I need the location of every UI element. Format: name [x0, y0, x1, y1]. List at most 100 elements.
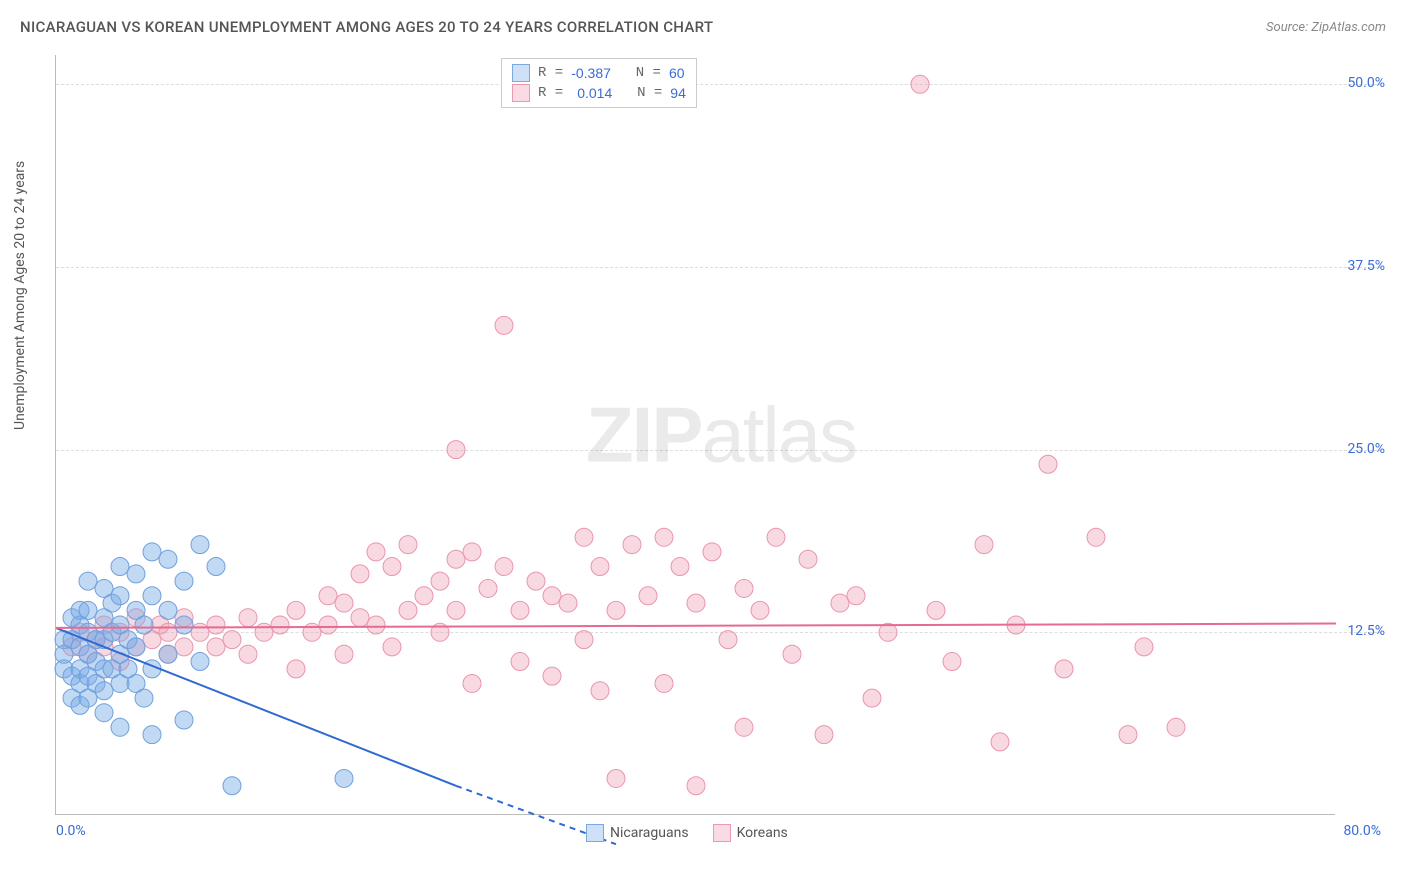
data-point	[431, 572, 449, 590]
data-point	[143, 543, 161, 561]
x-axis-tick-min: 0.0%	[56, 823, 86, 839]
data-point	[655, 528, 673, 546]
swatch-icon	[586, 824, 604, 842]
data-point	[447, 601, 465, 619]
data-point	[111, 558, 129, 576]
data-point	[511, 601, 529, 619]
data-point	[175, 711, 193, 729]
data-point	[127, 638, 145, 656]
data-point	[191, 653, 209, 671]
data-point	[543, 587, 561, 605]
data-point	[751, 601, 769, 619]
y-axis-label: Unemployment Among Ages 20 to 24 years	[12, 161, 28, 430]
data-point	[447, 441, 465, 459]
data-point	[799, 550, 817, 568]
data-point	[143, 726, 161, 744]
data-point	[303, 623, 321, 641]
correlation-legend: R = -0.387 N = 60 R = 0.014 N = 94	[501, 58, 697, 108]
data-point	[239, 609, 257, 627]
data-point	[79, 572, 97, 590]
data-point	[191, 536, 209, 554]
swatch-koreans	[512, 84, 530, 102]
data-point	[1167, 718, 1185, 736]
data-point	[991, 733, 1009, 751]
data-point	[783, 645, 801, 663]
data-point	[735, 579, 753, 597]
data-point	[287, 660, 305, 678]
data-point	[175, 572, 193, 590]
data-point	[399, 536, 417, 554]
data-point	[207, 558, 225, 576]
data-point	[239, 645, 257, 663]
data-point	[463, 674, 481, 692]
data-point	[367, 543, 385, 561]
data-point	[79, 601, 97, 619]
data-point	[95, 704, 113, 722]
data-point	[255, 623, 273, 641]
data-point	[671, 558, 689, 576]
scatter-svg	[56, 55, 1396, 815]
series-legend: Nicaraguans Koreans	[586, 824, 788, 842]
data-point	[735, 718, 753, 736]
data-point	[287, 601, 305, 619]
data-point	[319, 616, 337, 634]
data-point	[591, 558, 609, 576]
data-point	[135, 689, 153, 707]
data-point	[1039, 455, 1057, 473]
data-point	[175, 616, 193, 634]
chart-area: ZIPatlas 12.5%25.0%37.5%50.0% 0.0% 80.0%…	[55, 55, 1335, 815]
chart-title: NICARAGUAN VS KOREAN UNEMPLOYMENT AMONG …	[20, 18, 713, 36]
data-point	[1055, 660, 1073, 678]
data-point	[223, 777, 241, 795]
data-point	[335, 769, 353, 787]
data-point	[191, 623, 209, 641]
data-point	[767, 528, 785, 546]
data-point	[207, 638, 225, 656]
data-point	[687, 594, 705, 612]
legend-row-nicaraguans: R = -0.387 N = 60	[512, 63, 686, 83]
data-point	[575, 528, 593, 546]
data-point	[495, 316, 513, 334]
data-point	[1135, 638, 1153, 656]
legend-label: Koreans	[737, 825, 788, 841]
data-point	[207, 616, 225, 634]
data-point	[639, 587, 657, 605]
data-point	[815, 726, 833, 744]
data-point	[591, 682, 609, 700]
data-point	[415, 587, 433, 605]
data-point	[135, 616, 153, 634]
data-point	[543, 667, 561, 685]
data-point	[159, 623, 177, 641]
data-point	[687, 777, 705, 795]
data-point	[175, 638, 193, 656]
data-point	[399, 601, 417, 619]
data-point	[943, 653, 961, 671]
data-point	[975, 536, 993, 554]
data-point	[863, 689, 881, 707]
swatch-icon	[713, 824, 731, 842]
data-point	[623, 536, 641, 554]
data-point	[479, 579, 497, 597]
data-point	[383, 638, 401, 656]
data-point	[383, 558, 401, 576]
legend-item-koreans: Koreans	[713, 824, 788, 842]
data-point	[335, 594, 353, 612]
data-point	[271, 616, 289, 634]
data-point	[511, 653, 529, 671]
x-axis-tick-max: 80.0%	[1343, 823, 1381, 839]
data-point	[495, 558, 513, 576]
data-point	[223, 631, 241, 649]
data-point	[159, 601, 177, 619]
data-point	[127, 565, 145, 583]
data-point	[111, 587, 129, 605]
data-point	[607, 601, 625, 619]
data-point	[95, 682, 113, 700]
data-point	[143, 587, 161, 605]
swatch-nicaraguans	[512, 64, 530, 82]
data-point	[559, 594, 577, 612]
data-point	[319, 587, 337, 605]
data-point	[111, 718, 129, 736]
data-point	[351, 565, 369, 583]
data-point	[335, 645, 353, 663]
data-point	[607, 769, 625, 787]
